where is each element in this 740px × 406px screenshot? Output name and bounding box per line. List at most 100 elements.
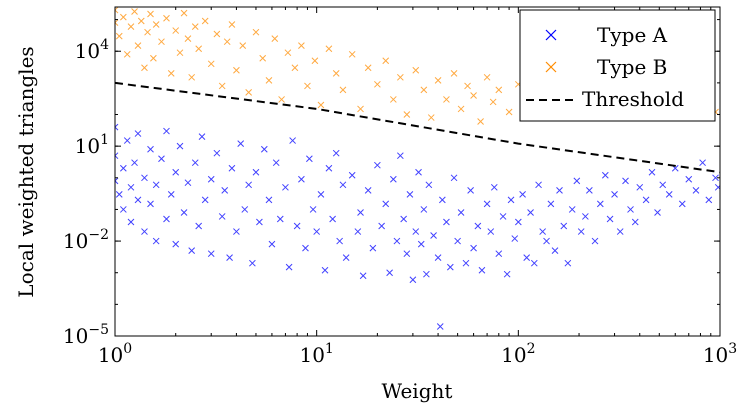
- legend-label-threshold: Threshold: [582, 87, 684, 111]
- data-point: [309, 206, 317, 213]
- data-point: [403, 111, 411, 118]
- data-point: [382, 200, 390, 208]
- data-point: [450, 174, 458, 182]
- data-point: [582, 213, 589, 220]
- legend-marker-type-b: [545, 61, 557, 73]
- data-point: [213, 149, 221, 157]
- data-point: [115, 177, 119, 185]
- data-point: [457, 209, 465, 216]
- data-point: [332, 149, 340, 157]
- data-point: [134, 130, 142, 137]
- data-point: [577, 228, 585, 235]
- data-point: [115, 19, 119, 27]
- data-point: [374, 80, 381, 88]
- y-tick-label: 10−2: [63, 227, 109, 253]
- data-point: [523, 254, 531, 261]
- data-point: [551, 247, 559, 254]
- data-point: [265, 77, 273, 84]
- data-point: [119, 13, 127, 21]
- data-point: [260, 145, 268, 153]
- y-axis-label: Local weighted triangles: [14, 46, 38, 297]
- data-point: [147, 145, 154, 153]
- data-point: [364, 64, 372, 72]
- data-point: [259, 54, 267, 62]
- data-point: [393, 237, 401, 245]
- data-point: [478, 266, 486, 274]
- data-point: [172, 27, 180, 34]
- data-point: [417, 240, 425, 248]
- data-point: [439, 196, 446, 204]
- data-point: [425, 181, 433, 189]
- data-point: [195, 45, 203, 53]
- data-point: [201, 17, 209, 25]
- data-point: [131, 8, 138, 15]
- data-point: [233, 228, 240, 235]
- data-point: [188, 73, 196, 81]
- data-point: [115, 32, 123, 40]
- data-point: [403, 250, 411, 258]
- data-point: [470, 92, 477, 99]
- y-tick-label: 10−5: [63, 322, 109, 348]
- data-point: [218, 213, 226, 220]
- data-point: [298, 175, 305, 183]
- data-point: [198, 133, 206, 140]
- data-point: [462, 259, 470, 267]
- data-point: [490, 183, 498, 191]
- data-point: [221, 187, 229, 194]
- data-point: [184, 179, 192, 187]
- data-point: [434, 254, 442, 261]
- data-point: [622, 177, 629, 185]
- data-point: [147, 10, 154, 18]
- y-tick-label: 104: [75, 37, 109, 63]
- data-point: [119, 164, 127, 172]
- data-point: [150, 54, 157, 62]
- data-point: [131, 159, 138, 167]
- data-point: [134, 196, 142, 204]
- data-point: [285, 263, 293, 271]
- data-point: [386, 269, 393, 277]
- data-point: [184, 35, 192, 42]
- data-point: [357, 209, 364, 216]
- data-point: [201, 196, 209, 204]
- data-point: [245, 89, 253, 96]
- data-point: [378, 222, 386, 230]
- data-point: [127, 23, 135, 30]
- data-point: [115, 7, 119, 14]
- data-point: [289, 137, 296, 144]
- data-point: [141, 64, 148, 72]
- data-point: [457, 105, 465, 113]
- data-point: [467, 187, 474, 194]
- data-point: [631, 218, 639, 226]
- data-point: [313, 228, 321, 235]
- data-point: [252, 168, 260, 176]
- data-point: [596, 200, 604, 208]
- data-point: [152, 21, 160, 28]
- data-point: [115, 152, 119, 160]
- data-point: [332, 69, 340, 77]
- data-point: [357, 105, 364, 113]
- data-point: [172, 240, 180, 248]
- data-point: [354, 228, 362, 235]
- data-point: [241, 206, 249, 213]
- data-point: [304, 82, 311, 90]
- series-type-a: [115, 123, 720, 330]
- data-point: [443, 218, 450, 226]
- data-point: [443, 96, 450, 103]
- data-point: [176, 49, 184, 57]
- data-point: [642, 196, 650, 204]
- data-point: [325, 45, 333, 53]
- data-point: [712, 174, 719, 182]
- data-point: [601, 171, 609, 179]
- data-point: [369, 244, 377, 252]
- data-point: [291, 64, 299, 72]
- data-point: [389, 96, 397, 103]
- data-point: [321, 266, 329, 274]
- data-point: [115, 190, 123, 198]
- data-point: [167, 69, 175, 77]
- data-point: [495, 250, 503, 258]
- data-point: [527, 209, 534, 216]
- data-point: [420, 86, 428, 94]
- data-point: [223, 38, 231, 46]
- data-point: [249, 259, 256, 267]
- data-point: [272, 159, 280, 167]
